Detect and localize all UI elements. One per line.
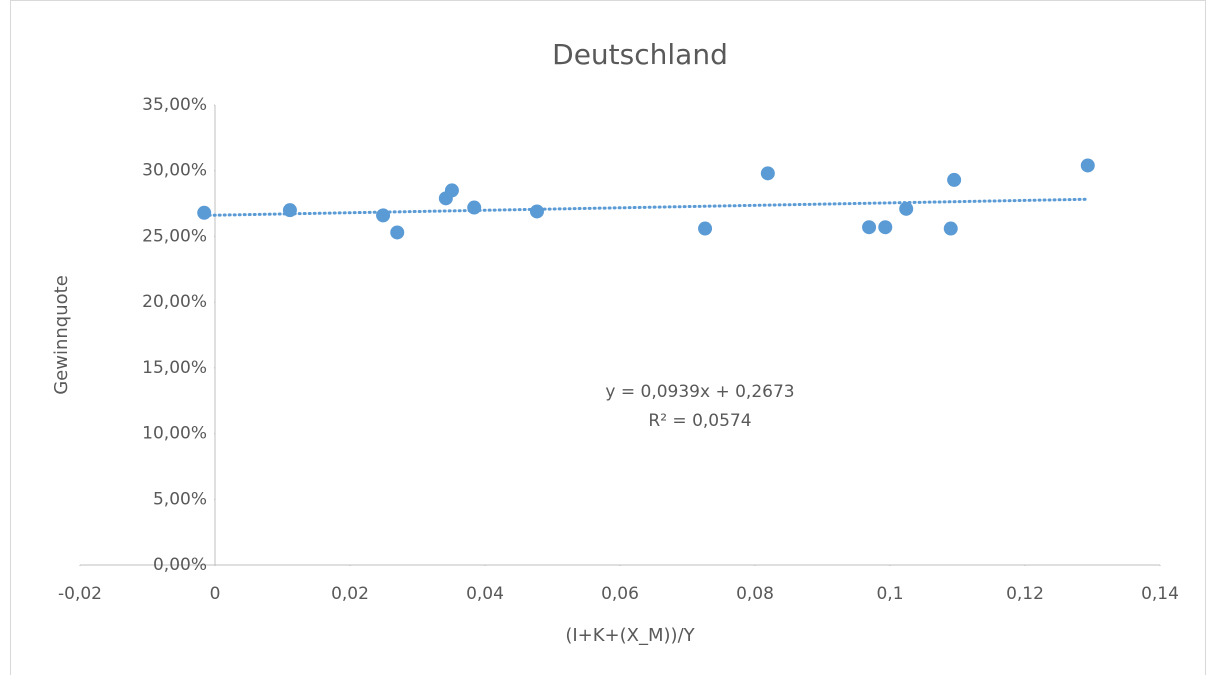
chart-title: Deutschland	[552, 38, 728, 71]
y-tick-label: 30,00%	[142, 161, 207, 181]
y-tick-label: 15,00%	[142, 358, 207, 378]
x-tick-label: 0,02	[331, 584, 369, 604]
y-tick-label: 10,00%	[142, 424, 207, 444]
annotation: y = 0,0939x + 0,2673	[605, 382, 794, 402]
point	[899, 201, 914, 216]
annotation: R² = 0,0574	[648, 411, 751, 431]
x-tick-label: -0,02	[58, 584, 102, 604]
y-axis-label: Gewinnquote	[51, 275, 72, 395]
x-axis-label: (I+K+(X_M))/Y	[565, 625, 695, 646]
y-tick-label: 20,00%	[142, 292, 207, 312]
point	[760, 166, 775, 181]
point	[376, 208, 391, 223]
x-tick-label: 0,04	[466, 584, 504, 604]
point	[947, 172, 962, 187]
point	[1080, 158, 1095, 173]
x-tick-label: 0,14	[1141, 584, 1179, 604]
point	[390, 225, 405, 240]
point	[943, 221, 958, 236]
x-tick-label: 0,08	[736, 584, 774, 604]
point	[197, 205, 212, 220]
y-tick-label: 35,00%	[142, 95, 207, 115]
x-tick-label: 0	[210, 584, 221, 604]
point	[467, 200, 482, 215]
y-tick-label: 5,00%	[153, 489, 207, 509]
point	[444, 183, 459, 198]
x-tick-label: 0,06	[601, 584, 639, 604]
point	[878, 220, 893, 235]
y-tick-label: 25,00%	[142, 226, 207, 246]
point	[862, 220, 877, 235]
y-tick-label: 0,00%	[153, 555, 207, 575]
point	[282, 203, 297, 218]
trendline	[202, 197, 1090, 217]
point	[529, 204, 544, 219]
point	[698, 221, 713, 236]
chart-border	[10, 0, 1206, 679]
x-tick-label: 0,12	[1006, 584, 1044, 604]
x-tick-label: 0,1	[876, 584, 903, 604]
